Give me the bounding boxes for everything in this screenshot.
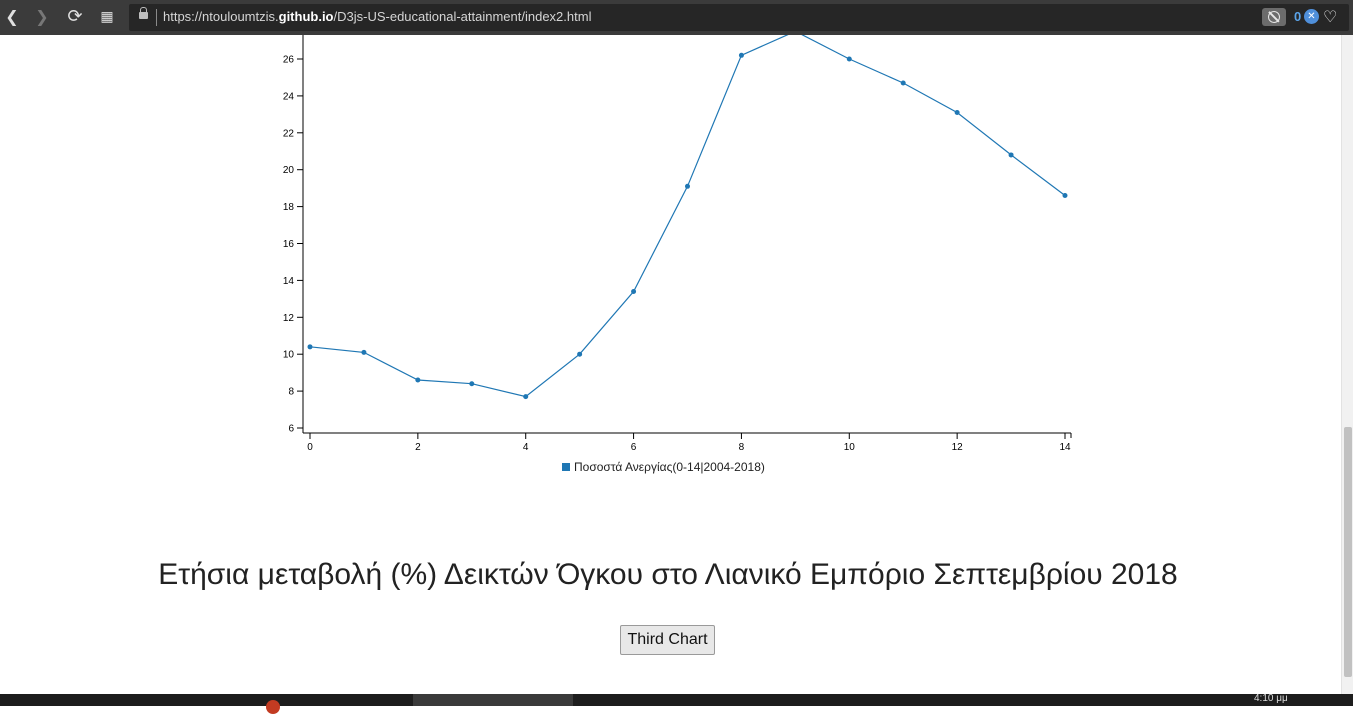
- data-point: [900, 80, 906, 86]
- url-domain: github.io: [278, 9, 334, 24]
- y-tick-label: 26: [283, 55, 295, 66]
- data-point: [631, 288, 637, 294]
- browser-toolbar: ❮ ❯ ⟳ ▦ https://ntouloumtzis.github.io/D…: [0, 0, 1353, 35]
- reload-icon[interactable]: ⟳: [67, 6, 83, 27]
- y-tick-label: 24: [283, 91, 295, 102]
- legend-swatch: [562, 463, 570, 471]
- ad-block-icon[interactable]: [1262, 8, 1286, 26]
- x-tick-label: 6: [631, 442, 637, 453]
- taskbar-clock: 4:10 μμ: [1254, 693, 1288, 704]
- data-point: [469, 381, 475, 387]
- data-point: [415, 377, 421, 383]
- y-tick-label: 20: [283, 165, 295, 176]
- y-tick-label: 12: [283, 313, 295, 324]
- data-point: [523, 394, 529, 400]
- url-prefix: https://ntouloumtzis.: [163, 9, 279, 24]
- lock-icon: [139, 7, 148, 19]
- tabs-grid-icon[interactable]: ▦: [100, 9, 114, 25]
- data-point: [577, 351, 583, 357]
- x-tick-label: 14: [1059, 442, 1071, 453]
- data-point: [1008, 152, 1014, 158]
- heart-icon[interactable]: ♡: [1323, 7, 1338, 26]
- back-arrow-icon[interactable]: ❮: [5, 7, 19, 26]
- legend-label: Ποσοστά Ανεργίας(0-14|2004-2018): [574, 460, 765, 474]
- y-tick-label: 6: [288, 424, 294, 435]
- third-chart-button[interactable]: Third Chart: [620, 625, 715, 655]
- data-point: [1062, 193, 1068, 199]
- taskbar-app-icon[interactable]: [266, 700, 280, 714]
- data-point: [685, 183, 690, 189]
- x-tick-label: 10: [844, 442, 856, 453]
- data-point: [361, 349, 367, 355]
- x-tick-label: 0: [307, 442, 313, 453]
- taskbar-active-window[interactable]: [413, 694, 573, 706]
- x-tick-label: 8: [739, 442, 745, 453]
- scrollbar-thumb[interactable]: [1344, 427, 1352, 677]
- page-title: Ετήσια μεταβολή (%) Δεικτών Όγκου στο Λι…: [158, 558, 1178, 591]
- y-tick-label: 16: [283, 239, 295, 250]
- data-point: [846, 56, 852, 62]
- x-tick-label: 12: [952, 442, 964, 453]
- vertical-scrollbar[interactable]: [1341, 35, 1353, 694]
- data-point: [307, 344, 313, 350]
- series-line: [309, 35, 1066, 398]
- forward-arrow-icon[interactable]: ❯: [35, 7, 49, 26]
- shield-icon[interactable]: ✕: [1304, 9, 1319, 24]
- y-tick-label: 22: [283, 128, 295, 139]
- os-taskbar: 4:10 μμ: [0, 693, 1353, 714]
- x-tick-label: 2: [415, 442, 421, 453]
- x-tick-label: 4: [523, 442, 529, 453]
- address-bar[interactable]: https://ntouloumtzis.github.io/D3js-US-e…: [129, 4, 1349, 31]
- data-point: [738, 52, 744, 58]
- y-tick-label: 8: [288, 387, 294, 398]
- address-divider: [156, 9, 157, 26]
- url-text[interactable]: https://ntouloumtzis.github.io/D3js-US-e…: [163, 9, 591, 24]
- blocked-count: 0: [1294, 9, 1302, 24]
- y-tick-label: 14: [283, 276, 295, 287]
- y-tick-label: 18: [283, 202, 295, 213]
- url-path: /D3js-US-educational-attainment/index2.h…: [333, 9, 592, 24]
- data-point: [954, 110, 960, 116]
- y-tick-label: 10: [283, 350, 295, 361]
